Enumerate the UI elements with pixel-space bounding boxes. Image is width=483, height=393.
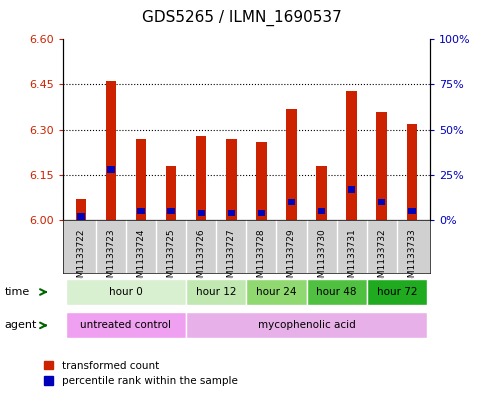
Bar (198, 210, 205, 216)
Text: hour 12: hour 12 (196, 287, 237, 297)
Bar (346, 90, 357, 220)
FancyBboxPatch shape (246, 279, 307, 305)
Legend: transformed count, percentile rank within the sample: transformed count, percentile rank withi… (44, 361, 238, 386)
Bar (136, 139, 146, 220)
Bar (286, 108, 297, 220)
Bar (376, 112, 387, 220)
Text: GDS5265 / ILMN_1690537: GDS5265 / ILMN_1690537 (142, 10, 341, 26)
FancyBboxPatch shape (186, 279, 246, 305)
Text: GSM1133731: GSM1133731 (347, 228, 356, 289)
Bar (227, 210, 235, 216)
Bar (196, 136, 206, 220)
Bar (318, 208, 325, 214)
Text: hour 0: hour 0 (109, 287, 143, 297)
Text: mycophenolic acid: mycophenolic acid (257, 320, 355, 330)
FancyBboxPatch shape (186, 312, 427, 338)
Text: GSM1133726: GSM1133726 (197, 228, 206, 289)
Bar (166, 166, 176, 220)
Text: GSM1133732: GSM1133732 (377, 228, 386, 289)
Text: GSM1133727: GSM1133727 (227, 228, 236, 289)
Text: GSM1133724: GSM1133724 (137, 228, 145, 288)
Bar (288, 199, 295, 205)
Bar (75, 199, 86, 220)
Text: GSM1133728: GSM1133728 (257, 228, 266, 289)
Text: hour 48: hour 48 (316, 287, 357, 297)
Text: GSM1133723: GSM1133723 (106, 228, 115, 289)
FancyBboxPatch shape (66, 279, 186, 305)
Bar (407, 124, 417, 220)
Text: untreated control: untreated control (81, 320, 171, 330)
Text: GSM1133733: GSM1133733 (407, 228, 416, 289)
Text: time: time (5, 286, 30, 297)
Bar (168, 208, 175, 214)
FancyBboxPatch shape (66, 312, 186, 338)
Bar (378, 199, 385, 205)
Bar (348, 186, 355, 193)
Bar (107, 166, 114, 173)
Bar (106, 81, 116, 220)
Bar (226, 139, 237, 220)
Bar (408, 208, 415, 214)
Text: GSM1133722: GSM1133722 (76, 228, 85, 288)
Bar (316, 166, 327, 220)
Text: hour 24: hour 24 (256, 287, 297, 297)
FancyBboxPatch shape (307, 279, 367, 305)
Text: GSM1133729: GSM1133729 (287, 228, 296, 289)
Bar (77, 213, 85, 220)
Text: GSM1133730: GSM1133730 (317, 228, 326, 289)
Text: agent: agent (5, 320, 37, 330)
Bar (137, 208, 145, 214)
FancyBboxPatch shape (367, 279, 427, 305)
Bar (256, 142, 267, 220)
Bar (258, 210, 265, 216)
Text: GSM1133725: GSM1133725 (167, 228, 176, 289)
Text: hour 72: hour 72 (377, 287, 417, 297)
